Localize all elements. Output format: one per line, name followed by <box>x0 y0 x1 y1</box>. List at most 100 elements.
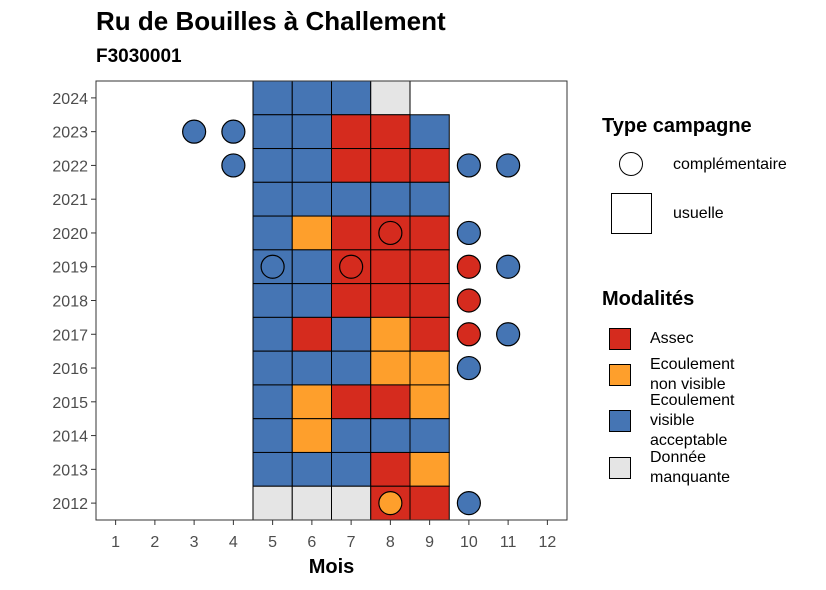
point-2023-3-ecoulement-visible-acceptable <box>182 119 207 144</box>
point-2020-8-assec <box>378 220 403 246</box>
point-2019-5-ecoulement-visible-acceptable <box>260 254 285 279</box>
cell-2018-5-ecoulement-visible-acceptable <box>252 283 293 318</box>
cell-2015-9-ecoulement-non-visible <box>409 384 450 420</box>
cell-2022-6-ecoulement-visible-acceptable <box>291 148 332 183</box>
cell-2013-5-ecoulement-visible-acceptable <box>252 451 293 487</box>
x-tick-label-8: 8 <box>386 534 395 551</box>
x-axis: 1 2 3 4 5 6 7 8 9 10 11 12 <box>111 520 556 551</box>
point-2022-11-ecoulement-visible-acceptable <box>496 153 521 178</box>
cell-2020-9-assec <box>409 215 450 251</box>
chart-subtitle: F3030001 <box>96 46 182 67</box>
y-tick-label-2018: 2018 <box>52 294 88 311</box>
complementary-campaign-points <box>182 119 521 516</box>
legend-label-assec: Assec <box>650 329 694 349</box>
y-tick-label-2019: 2019 <box>52 260 88 277</box>
cell-2018-9-assec <box>409 283 450 318</box>
cell-2014-9-ecoulement-visible-acceptable <box>409 418 450 453</box>
cell-2012-9-assec <box>409 485 450 521</box>
y-tick-label-2016: 2016 <box>52 361 88 378</box>
y-tick-label-2015: 2015 <box>52 395 88 412</box>
x-tick-label-4: 4 <box>229 534 238 551</box>
legend-label-donnee-manquante: Donnée manquante <box>650 448 730 488</box>
legend-key-ecoulement-non-visible <box>609 364 631 386</box>
cell-2024-6-ecoulement-visible-acceptable <box>291 80 332 116</box>
cell-2022-9-assec <box>409 148 450 183</box>
cell-2021-8-ecoulement-visible-acceptable <box>370 181 411 217</box>
cell-2012-6-donnee-manquante <box>291 485 332 521</box>
x-tick-label-6: 6 <box>307 534 316 551</box>
x-tick-label-12: 12 <box>538 534 556 551</box>
cell-2014-6-ecoulement-non-visible <box>291 418 332 453</box>
legend-key-assec <box>609 328 631 350</box>
cell-2017-9-assec <box>409 316 450 352</box>
x-tick-label-11: 11 <box>500 534 517 551</box>
cell-2024-7-ecoulement-visible-acceptable <box>331 80 372 116</box>
point-2018-10-assec <box>456 288 481 313</box>
cell-2017-8-ecoulement-non-visible <box>370 316 411 352</box>
cell-2022-7-assec <box>331 148 372 183</box>
legend-key-usuelle-square-icon <box>611 193 652 234</box>
cell-2023-6-ecoulement-visible-acceptable <box>291 114 332 150</box>
y-tick-label-2024: 2024 <box>52 91 88 108</box>
cell-2020-5-ecoulement-visible-acceptable <box>252 215 293 251</box>
cell-2013-6-ecoulement-visible-acceptable <box>291 451 332 487</box>
legend-title-type-campagne: Type campagne <box>602 115 752 137</box>
legend-key-complementaire-circle-icon <box>619 152 643 176</box>
legend-label-ecoulement-non-visible-line-2: non visible <box>650 376 726 393</box>
x-tick-label-10: 10 <box>460 534 478 551</box>
point-2012-10-ecoulement-visible-acceptable <box>456 491 481 516</box>
legend-label-donnee-manquante-line-2: manquante <box>650 469 731 486</box>
cell-2014-5-ecoulement-visible-acceptable <box>252 418 293 453</box>
y-tick-label-2017: 2017 <box>52 327 88 344</box>
legend-label-complementaire: complémentaire <box>673 156 787 173</box>
cell-2016-8-ecoulement-non-visible <box>370 350 411 386</box>
x-axis-title: Mois <box>309 556 355 578</box>
legend-label-ecoulement-visible-acceptable: Ecoulement visible acceptable <box>650 391 735 451</box>
cell-2019-9-assec <box>409 249 450 285</box>
cell-2024-5-ecoulement-visible-acceptable <box>252 80 293 116</box>
cell-2024-8-donnee-manquante <box>370 80 411 116</box>
chart-title: Ru de Bouilles à Challement <box>96 6 446 36</box>
point-2012-8-ecoulement-non-visible <box>378 491 403 516</box>
cell-2021-6-ecoulement-visible-acceptable <box>291 181 332 217</box>
legend-label-donnee-manquante-line-1: Donnée <box>650 449 707 466</box>
point-2022-4-ecoulement-visible-acceptable <box>221 153 246 178</box>
y-tick-label-2021: 2021 <box>52 192 88 209</box>
y-tick-label-2014: 2014 <box>52 429 88 446</box>
legend-label-ecoulement-visible-acceptable-line-1: Ecoulement <box>650 392 735 409</box>
legend-key-ecoulement-visible-acceptable <box>609 410 631 432</box>
cell-2017-7-ecoulement-visible-acceptable <box>331 316 372 352</box>
cell-2012-5-donnee-manquante <box>252 485 293 521</box>
cell-2012-7-donnee-manquante <box>331 485 372 521</box>
y-tick-label-2020: 2020 <box>52 226 88 243</box>
point-2016-10-ecoulement-visible-acceptable <box>456 355 481 381</box>
cell-2019-6-ecoulement-visible-acceptable <box>291 249 332 285</box>
usual-campaign-cells <box>252 80 450 521</box>
point-2019-7-assec <box>339 254 364 279</box>
legend-label-assec-line-1: Assec <box>650 330 694 347</box>
cell-2021-9-ecoulement-visible-acceptable <box>409 181 450 217</box>
legend-label-ecoulement-visible-acceptable-line-2: visible <box>650 412 695 429</box>
cell-2015-7-assec <box>331 384 372 420</box>
cell-2017-6-assec <box>291 316 332 352</box>
cell-2023-8-assec <box>370 114 411 150</box>
x-tick-label-7: 7 <box>347 534 356 551</box>
legend-label-ecoulement-non-visible: Ecoulement non visible <box>650 355 735 395</box>
legend-label-ecoulement-visible-acceptable-line-3: acceptable <box>650 432 728 449</box>
cell-2015-8-assec <box>370 384 411 420</box>
y-tick-label-2022: 2022 <box>52 158 88 175</box>
cell-2019-8-assec <box>370 249 411 285</box>
point-2022-10-ecoulement-visible-acceptable <box>456 153 481 178</box>
cell-2023-7-assec <box>331 114 372 150</box>
cell-2013-8-assec <box>370 451 411 487</box>
x-tick-label-5: 5 <box>268 534 277 551</box>
legend-label-ecoulement-non-visible-line-1: Ecoulement <box>650 356 735 373</box>
point-2017-11-ecoulement-visible-acceptable <box>496 322 521 347</box>
cell-2017-5-ecoulement-visible-acceptable <box>252 316 293 352</box>
y-tick-label-2012: 2012 <box>52 496 88 513</box>
cell-2023-5-ecoulement-visible-acceptable <box>252 114 293 150</box>
cell-2016-7-ecoulement-visible-acceptable <box>331 350 372 386</box>
cell-2020-7-assec <box>331 215 372 251</box>
cell-2013-7-ecoulement-visible-acceptable <box>331 451 372 487</box>
